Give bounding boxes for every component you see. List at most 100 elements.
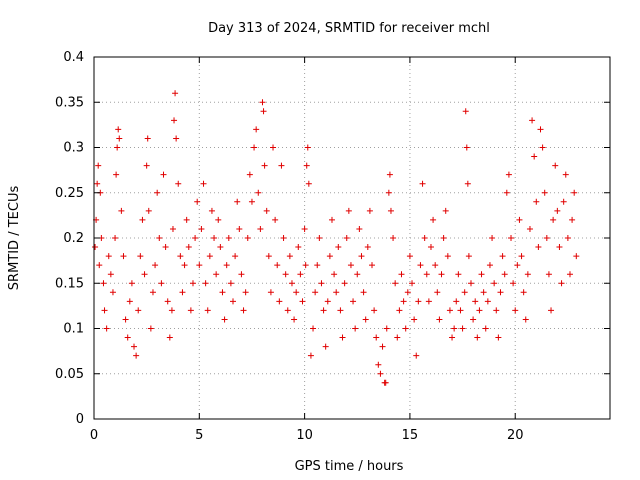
- data-point: [455, 271, 462, 278]
- data-point: [144, 135, 151, 142]
- y-tick-label: 0.3: [63, 141, 84, 156]
- data-point: [302, 262, 309, 269]
- data-point: [141, 271, 148, 278]
- data-point: [520, 289, 527, 296]
- data-point: [482, 325, 489, 332]
- data-point: [324, 298, 331, 305]
- data-point: [472, 298, 479, 305]
- data-point: [337, 307, 344, 314]
- data-point: [259, 99, 266, 106]
- grid-lines: [94, 57, 610, 419]
- data-point: [200, 180, 207, 187]
- data-point: [474, 334, 481, 341]
- data-point: [369, 262, 376, 269]
- data-point: [100, 280, 107, 287]
- data-point: [432, 262, 439, 269]
- data-point: [350, 298, 357, 305]
- y-tick-label: 0.05: [55, 367, 84, 382]
- data-point: [354, 271, 361, 278]
- data-point: [560, 198, 567, 205]
- data-point: [385, 189, 392, 196]
- data-point: [415, 298, 422, 305]
- data-point: [326, 253, 333, 260]
- data-point: [543, 235, 550, 241]
- data-point: [291, 316, 298, 323]
- data-point: [310, 325, 317, 332]
- data-point: [526, 225, 533, 232]
- data-point: [489, 235, 496, 241]
- data-point: [183, 216, 190, 223]
- data-point: [404, 289, 411, 296]
- data-point: [453, 298, 460, 305]
- chart-title: Day 313 of 2024, SRMTID for receiver mch…: [208, 21, 490, 36]
- data-point: [440, 235, 447, 241]
- data-point: [417, 262, 424, 269]
- data-point: [152, 262, 159, 269]
- data-point: [112, 235, 119, 241]
- data-point: [524, 271, 531, 278]
- data-point: [552, 162, 559, 169]
- data-point: [409, 280, 416, 287]
- data-point: [569, 216, 576, 223]
- data-point: [280, 235, 287, 241]
- data-point: [95, 162, 102, 169]
- data-point: [529, 117, 536, 124]
- data-point: [101, 307, 108, 314]
- data-point: [133, 352, 140, 359]
- data-point: [539, 144, 546, 151]
- data-point: [364, 244, 371, 251]
- data-point: [339, 334, 346, 341]
- data-point: [139, 216, 146, 223]
- data-point: [189, 280, 196, 287]
- data-point: [286, 253, 293, 260]
- data-point: [556, 244, 563, 251]
- data-point: [297, 271, 304, 278]
- data-point: [442, 207, 449, 214]
- data-point: [94, 180, 101, 187]
- data-point: [169, 225, 176, 232]
- data-point: [413, 352, 420, 359]
- data-point: [476, 307, 483, 314]
- data-point: [434, 289, 441, 296]
- data-points: [92, 90, 580, 386]
- data-point: [406, 253, 413, 260]
- data-point: [356, 225, 363, 232]
- data-point: [128, 280, 135, 287]
- data-point: [251, 144, 258, 151]
- data-point: [257, 225, 264, 232]
- data-point: [156, 235, 163, 241]
- x-tick-label: 10: [296, 428, 313, 443]
- data-point: [419, 180, 426, 187]
- data-point: [383, 325, 390, 332]
- data-point: [303, 162, 310, 169]
- data-point: [533, 198, 540, 205]
- data-point: [462, 108, 469, 115]
- data-point: [267, 289, 274, 296]
- data-point: [499, 253, 506, 260]
- data-point: [371, 307, 378, 314]
- data-point: [335, 244, 342, 251]
- data-point: [202, 280, 209, 287]
- data-point: [120, 253, 127, 260]
- data-point: [172, 90, 179, 97]
- data-point: [421, 235, 428, 241]
- data-point: [223, 262, 230, 269]
- data-point: [145, 207, 152, 214]
- data-point: [219, 289, 226, 296]
- data-point: [497, 289, 504, 296]
- data-point: [171, 117, 178, 124]
- data-point: [272, 216, 279, 223]
- data-point: [573, 253, 580, 260]
- data-point: [198, 225, 205, 232]
- data-point: [122, 316, 129, 323]
- data-point: [208, 207, 215, 214]
- data-point: [265, 253, 272, 260]
- data-point: [503, 189, 510, 196]
- data-point: [386, 171, 393, 178]
- data-point: [175, 180, 182, 187]
- data-point: [518, 253, 525, 260]
- data-point: [400, 298, 407, 305]
- data-point: [211, 235, 218, 241]
- data-point: [375, 361, 382, 368]
- data-point: [255, 189, 262, 196]
